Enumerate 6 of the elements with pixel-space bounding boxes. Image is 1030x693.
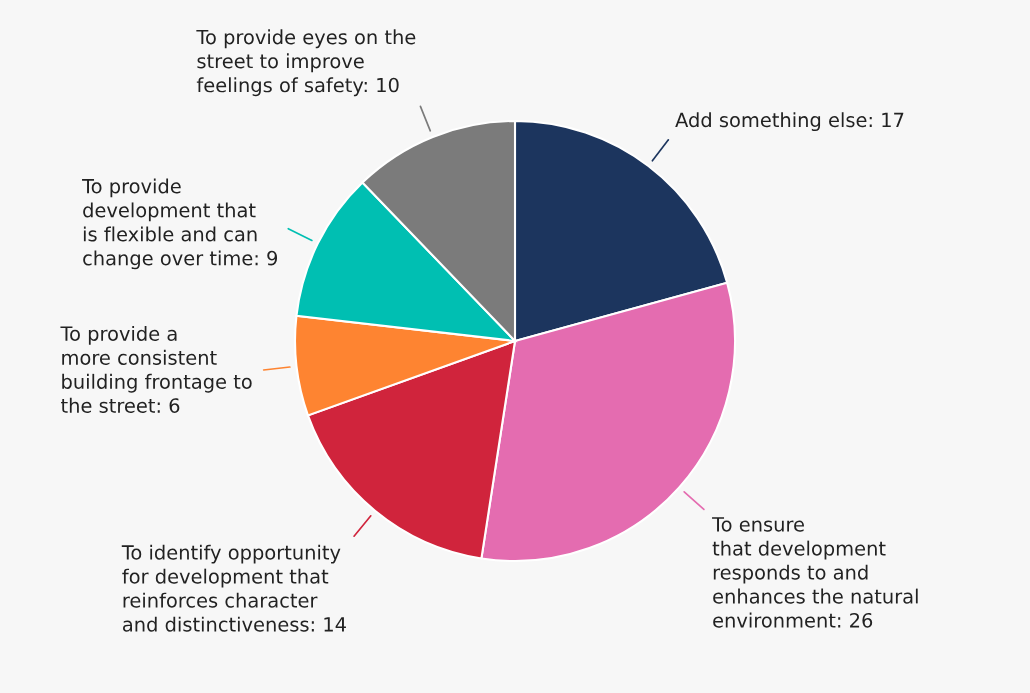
slice-label: To ensure that development responds to and enhances the natural environment: 26 [712,517,918,628]
slice-label: To provide a more consistent building frontage to the street: 6 [60,325,252,413]
slice-label: To identify opportunity for development that reinforces character and distinctiveness: 14 [121,544,346,632]
slice-label: To provide development that is flexible and can change over time: 9 [82,178,278,270]
slice-label: Add something else: 17 [675,112,904,132]
slice-label: To provide eyes on the street to improve feelings of safety: 10 [196,29,416,97]
